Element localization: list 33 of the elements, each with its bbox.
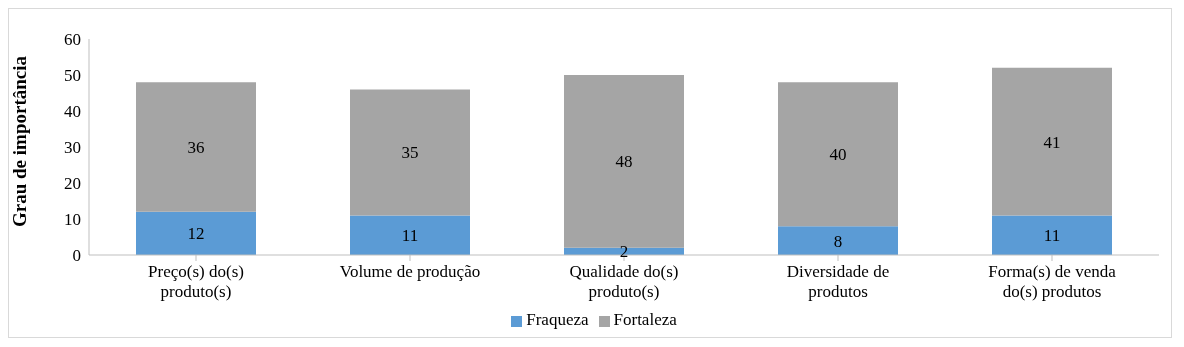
bar xyxy=(992,215,1112,255)
data-label: 11 xyxy=(1043,226,1061,246)
data-label: 48 xyxy=(615,152,633,172)
y-tick-label: 50 xyxy=(64,66,81,86)
bar xyxy=(564,75,684,248)
x-tick-label: Diversidade de produtos xyxy=(786,262,890,301)
bar xyxy=(992,67,1112,216)
data-label: 12 xyxy=(187,224,205,244)
y-tick-label: 0 xyxy=(72,246,81,266)
legend-label: Fortaleza xyxy=(613,310,677,329)
x-tick-label: Qualidade do(s) produto(s) xyxy=(569,262,679,301)
bar xyxy=(136,82,256,212)
bar xyxy=(778,226,898,255)
y-axis-title: Grau de importância xyxy=(8,55,30,227)
data-label: 11 xyxy=(401,226,419,246)
y-tick-label: 20 xyxy=(64,174,81,194)
y-tick-label: 10 xyxy=(64,210,81,230)
x-tick-label: Forma(s) de venda do(s) produtos xyxy=(988,262,1117,301)
legend-label: Fraqueza xyxy=(526,310,589,329)
bar xyxy=(778,82,898,227)
data-label: 36 xyxy=(187,138,205,158)
data-label: 41 xyxy=(1043,132,1061,152)
data-label: 8 xyxy=(833,231,843,251)
y-tick-label: 40 xyxy=(64,102,81,122)
y-tick-label: 30 xyxy=(64,138,81,158)
bar xyxy=(350,215,470,255)
data-label: 40 xyxy=(829,145,847,165)
x-tick-label: Volume de produção xyxy=(339,262,481,281)
data-label: 35 xyxy=(401,143,419,163)
x-tick-label: Preço(s) do(s) produto(s) xyxy=(148,262,244,301)
bar xyxy=(350,89,470,216)
y-tick-label: 60 xyxy=(64,30,81,50)
bar xyxy=(136,211,256,255)
